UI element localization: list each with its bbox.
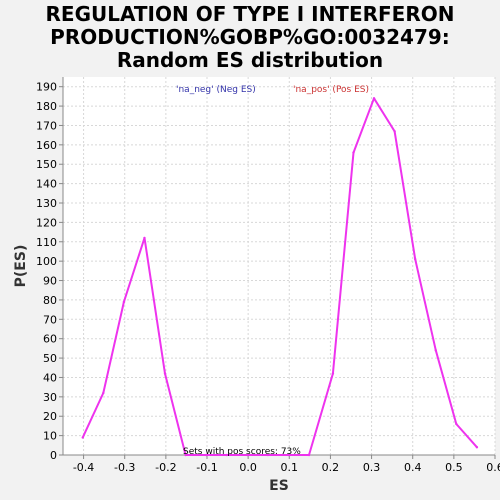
series-group — [81, 97, 479, 457]
y-tick-label: 100 — [36, 255, 57, 268]
data-point — [455, 422, 458, 426]
x-tick-label: 0.3 — [363, 461, 381, 474]
plot-area — [63, 77, 495, 455]
x-tick-label: 0.1 — [281, 461, 299, 474]
y-tick-label: 60 — [43, 333, 57, 346]
data-point — [163, 372, 167, 375]
y-tick-label: 110 — [36, 236, 57, 249]
data-point — [393, 130, 396, 133]
data-point — [413, 258, 417, 261]
x-tick-label: 0.5 — [445, 461, 463, 474]
y-tick-label: 80 — [43, 294, 57, 307]
y-tick-label: 40 — [43, 371, 57, 384]
y-tick-label: 20 — [43, 410, 57, 423]
y-tick-label: 50 — [43, 352, 57, 365]
data-point — [331, 372, 335, 375]
chart-title: REGULATION OF TYPE I INTERFERON PRODUCTI… — [0, 3, 500, 72]
x-tick-label: -0.2 — [155, 461, 176, 474]
x-tick-label: 0.6 — [486, 461, 500, 474]
y-tick-label: 30 — [43, 391, 57, 404]
y-tick-label: 70 — [43, 313, 57, 326]
y-tick-label: 10 — [43, 430, 57, 443]
y-tick-label: 190 — [36, 81, 57, 94]
y-tick-label: 0 — [50, 449, 57, 462]
data-point — [225, 453, 228, 457]
y-axis-ticks: 0 10 20 30 40 50 60 70 80 90 100 110 120 130 140 150 160… — [36, 81, 63, 462]
y-tick-label: 180 — [36, 100, 57, 113]
y-axis-label: P(ES) — [13, 245, 29, 288]
data-point — [81, 436, 84, 439]
series-line — [81, 97, 478, 456]
y-tick-label: 150 — [36, 158, 57, 171]
data-point — [122, 300, 126, 304]
x-tick-label: -0.4 — [73, 461, 94, 474]
x-tick-label: -0.3 — [114, 461, 135, 474]
chart-title-line-3: Random ES distribution — [116, 48, 384, 72]
legend-pos-ES: 'na_pos' (Pos ES) — [293, 85, 369, 95]
x-tick-label: 0.2 — [322, 461, 340, 474]
chart-title-line-1: REGULATION OF TYPE I INTERFERON — [45, 2, 455, 26]
y-tick-label: 90 — [43, 275, 57, 288]
data-point — [372, 97, 376, 100]
legend-neg-ES: 'na_neg' (Neg ES) — [176, 85, 256, 95]
chart-title-line-2: PRODUCTION%GOBP%GO:0032479: — [50, 25, 450, 49]
x-axis-ticks: -0.4 -0.3 -0.2 -0.1 0.0 0.1 0.2 0.3 0.4 0.5 0.6 — [73, 455, 500, 474]
data-point — [352, 151, 355, 154]
y-tick-label: 120 — [36, 216, 57, 229]
pos-score-annotation: Sets with pos scores: 73% — [183, 447, 301, 457]
data-point — [287, 453, 290, 457]
y-tick-label: 170 — [36, 119, 57, 132]
data-point — [246, 453, 249, 457]
data-point — [204, 453, 208, 457]
y-tick-label: 130 — [36, 197, 57, 210]
x-axis-label: ES — [269, 478, 289, 494]
data-point — [475, 446, 479, 449]
data-point — [184, 453, 187, 457]
y-tick-label: 140 — [36, 178, 57, 191]
x-tick-label: 0.0 — [239, 461, 257, 474]
data-point — [143, 236, 146, 240]
data-point — [266, 453, 270, 457]
y-tick-label: 160 — [36, 139, 57, 152]
data-point — [102, 391, 105, 395]
data-point — [307, 453, 311, 457]
x-tick-label: -0.1 — [196, 461, 217, 474]
x-tick-label: 0.4 — [404, 461, 422, 474]
data-point — [434, 349, 437, 352]
